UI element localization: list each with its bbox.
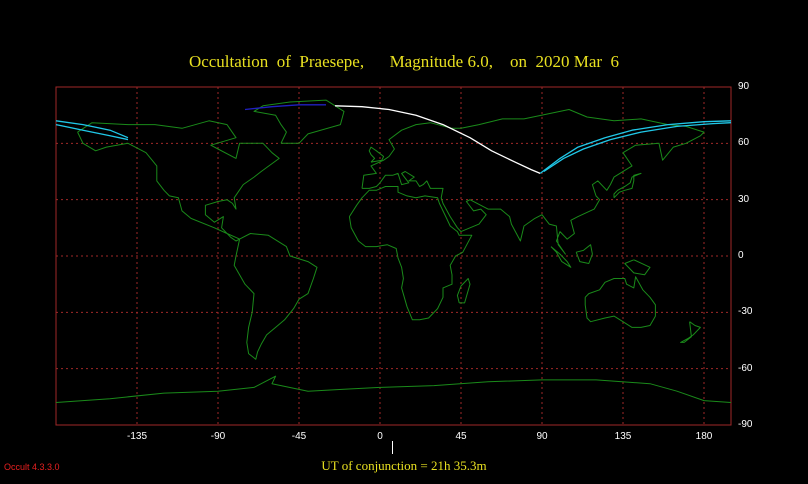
latitude-tick-label: 30 [738, 193, 750, 205]
coastline [575, 244, 593, 264]
longitude-tick-label: 135 [614, 431, 632, 442]
software-version: Occult 4.3.3.0 [4, 462, 60, 472]
coastline [613, 172, 642, 199]
conjunction-time: UT of conjunction = 21h 35.3m [321, 458, 487, 473]
coastline [624, 259, 651, 276]
coastline [550, 246, 572, 268]
latitude-tick-label: -30 [738, 306, 753, 318]
coastline [680, 321, 701, 343]
coastline [368, 146, 385, 163]
latitude-tick-label: 90 [738, 81, 750, 92]
map-title: Occultation of Praesepe, Magnitude 6.0, … [188, 52, 620, 71]
coastline [361, 109, 705, 255]
conjunction-marker [392, 441, 393, 454]
longitude-tick-label: 0 [377, 431, 383, 442]
occultation-path-night-north [539, 120, 732, 174]
coastline [233, 233, 318, 360]
occultation-limit-south [55, 123, 129, 141]
occultation-path-twilight [244, 104, 326, 111]
longitude-tick-label: -135 [126, 431, 147, 442]
latitude-tick-label: 0 [738, 250, 744, 261]
occultation-path-night-south [543, 122, 732, 173]
occultation-limit-north [55, 120, 129, 139]
coastline [584, 276, 656, 328]
latitude-tick-label: -60 [738, 362, 753, 374]
coastline [348, 186, 473, 321]
latitude-tick-label: 60 [738, 137, 750, 149]
longitude-tick-label: 180 [695, 431, 713, 442]
longitude-tick-label: 45 [455, 431, 467, 442]
longitude-tick-label: -45 [291, 431, 307, 442]
occultation-path-daylight [334, 105, 541, 174]
coastline [456, 278, 471, 304]
latitude-tick-label: -90 [738, 419, 753, 430]
longitude-tick-label: 90 [536, 431, 548, 442]
coastline [77, 120, 280, 242]
coastline [253, 99, 345, 144]
coastline [55, 375, 732, 403]
longitude-tick-label: -90 [210, 431, 226, 442]
